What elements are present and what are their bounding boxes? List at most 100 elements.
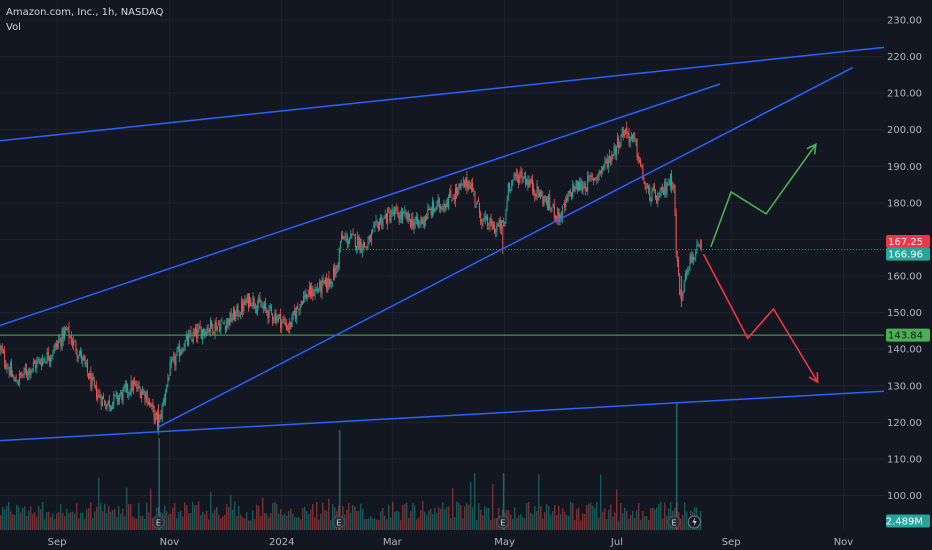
candle-body (415, 216, 417, 221)
volume-bar (76, 503, 78, 530)
candle-body (39, 359, 41, 364)
volume-tag-label: 2.489M (886, 517, 923, 528)
candle-body (151, 403, 153, 407)
candle-body (529, 180, 531, 185)
candle-body (574, 187, 576, 193)
candle-body (519, 173, 521, 184)
candle-body (214, 322, 216, 335)
candle-body (446, 202, 448, 207)
volume-bar (452, 488, 454, 530)
candle-body (452, 198, 454, 200)
volume-bar (126, 487, 128, 530)
volume-bar (308, 514, 310, 530)
candle-body (481, 223, 483, 225)
candle-body (24, 368, 26, 371)
candle-body (91, 377, 93, 387)
candle-body (229, 312, 231, 327)
candle-body (467, 182, 469, 190)
candle-body (525, 176, 527, 185)
candle-body (548, 197, 550, 210)
candle-body (444, 204, 446, 208)
candle-body (281, 321, 283, 329)
candle-body (653, 186, 655, 190)
candle-body (22, 374, 24, 376)
candle-body (691, 256, 693, 262)
trendlines[interactable] (0, 46, 885, 442)
scenario-arrows[interactable] (702, 143, 819, 384)
candle-body (196, 329, 198, 338)
candle-body (107, 400, 109, 405)
candle-body (500, 220, 502, 229)
candle-body (73, 340, 75, 346)
volume-bar (632, 510, 634, 530)
candle-body (46, 351, 48, 363)
volume-tag-bg (886, 514, 930, 528)
candle-body (319, 280, 321, 290)
volume-bar (150, 488, 152, 530)
candle-body (398, 216, 400, 222)
candle-body (458, 184, 460, 189)
price-tag-current-bg (886, 247, 930, 261)
volume-bar (484, 506, 486, 530)
volume-bar (590, 502, 592, 530)
candle-body (328, 276, 330, 286)
candle-body (385, 213, 387, 224)
candle-body (590, 175, 592, 177)
price-tick-label: 220.00 (887, 52, 922, 63)
volume-bar (222, 516, 224, 530)
volume-bar (32, 514, 34, 530)
price-axis[interactable]: 100.00 110.00 120.00 130.00 140.00 150.00 160.… (887, 16, 922, 503)
time-tick-label: Sep (48, 537, 67, 548)
volume-bar (68, 513, 70, 530)
volume-bar (670, 502, 672, 530)
candle-body (429, 208, 431, 210)
candle-body (261, 306, 263, 308)
volume-bar (298, 516, 300, 530)
candle-body (462, 181, 464, 183)
candle-body (246, 295, 248, 303)
price-tags: 167.25 166.96 143.84 2.489M (886, 235, 930, 528)
candle-body (421, 217, 423, 225)
symbol-title[interactable]: Amazon.com, Inc., 1h, NASDAQ (6, 7, 164, 18)
candle-body (480, 212, 482, 223)
candle-body (329, 279, 331, 288)
volume-bar (66, 508, 68, 530)
candle-body (483, 218, 485, 220)
candles (0, 121, 702, 436)
candle-body (67, 327, 69, 330)
volume-bar (270, 513, 272, 530)
candle-body (103, 396, 104, 399)
volume-bar (84, 519, 86, 530)
candle-body (412, 217, 414, 228)
candle-body (200, 329, 202, 339)
earnings-marker-label: E (336, 519, 341, 528)
volume-bar (248, 520, 250, 530)
candle-body (86, 362, 88, 373)
volume-bar (392, 501, 394, 530)
volume-bar (360, 503, 362, 530)
candle-body (376, 221, 378, 223)
candle-body (364, 242, 366, 247)
volume-bar (660, 501, 662, 530)
candle-body (359, 240, 361, 252)
candle-body (668, 183, 670, 185)
candle-body (312, 288, 314, 297)
volume-bar (354, 506, 356, 530)
candle-body (350, 233, 352, 238)
time-axis[interactable]: Sep Nov 2024 Mar May Jul Sep Nov (48, 537, 854, 548)
volume-legend-label[interactable]: Vol (6, 22, 21, 33)
candle-body (613, 146, 615, 156)
candle-body (592, 177, 594, 182)
candle-body (140, 392, 142, 398)
volume-bar (686, 511, 688, 530)
volume-bar (102, 511, 104, 530)
candle-body (384, 215, 386, 217)
volume-bar (536, 511, 538, 530)
volume-bar (250, 520, 252, 530)
volume-bar (54, 519, 56, 530)
candle-body (436, 200, 438, 210)
candle-body (213, 331, 215, 333)
candle-body (651, 190, 653, 201)
